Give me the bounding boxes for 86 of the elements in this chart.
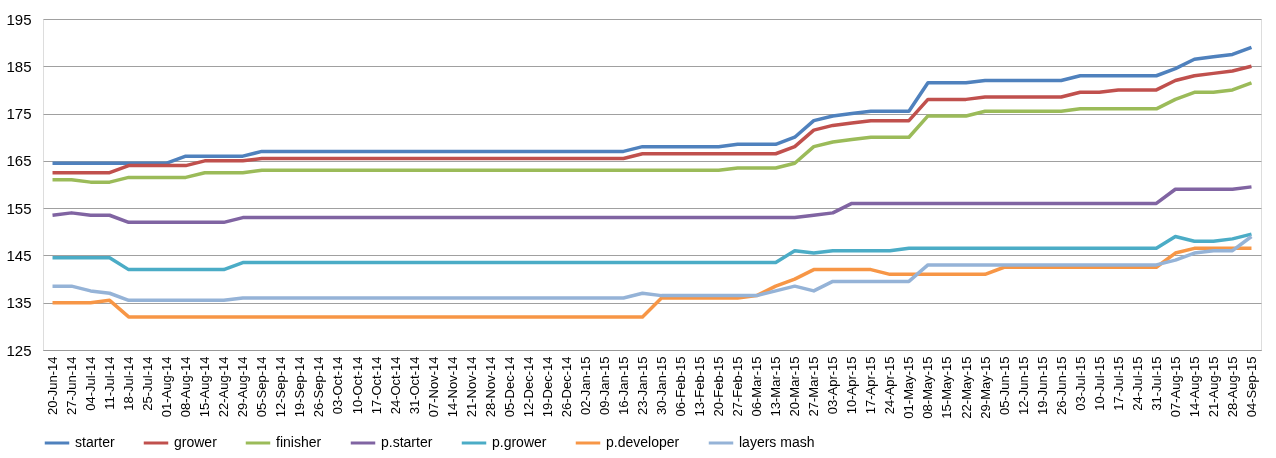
x-tick-label: 08-Aug-14 [178, 356, 194, 418]
x-tick-label: 25-Jul-14 [140, 356, 156, 411]
x-tick-label: 26-Sep-14 [311, 356, 327, 418]
x-tick-label: 30-Jan-15 [654, 356, 670, 416]
line-series [50, 45, 1254, 165]
x-tick-label: 14-Aug-15 [1186, 356, 1202, 418]
line-series [50, 232, 1254, 272]
x-tick-label: 13-Feb-15 [692, 356, 708, 417]
x-tick-label: 22-Aug-14 [216, 356, 232, 418]
x-tick-label: 12-Jun-15 [1015, 356, 1031, 416]
x-tick-label: 04-Sep-15 [1243, 356, 1259, 418]
x-tick-label: 04-Jul-14 [83, 356, 99, 411]
x-tick-label: 21-Nov-14 [463, 356, 479, 418]
x-tick-label: 26-Dec-14 [558, 356, 574, 418]
x-tick-label: 10-Apr-15 [844, 356, 860, 415]
x-tick-label: 27-Jun-14 [64, 356, 80, 416]
x-tick-label: 05-Dec-14 [501, 356, 517, 418]
x-tick-label: 07-Nov-14 [425, 356, 441, 418]
x-tick-label: 10-Oct-14 [349, 356, 365, 415]
x-tick-label: 26-Jun-15 [1053, 356, 1069, 416]
x-tick-label: 15-May-15 [939, 356, 955, 419]
x-tick-label: 11-Jul-14 [102, 356, 118, 410]
x-tick-label: 14-Nov-14 [444, 356, 460, 418]
legend-label: starter [75, 434, 116, 450]
x-tick-label: 03-Apr-15 [825, 356, 841, 415]
y-tick-label: 125 [6, 341, 32, 359]
legend-label: finisher [276, 434, 322, 450]
x-tick-label: 07-Aug-15 [1167, 356, 1183, 418]
y-tick-label: 155 [6, 199, 32, 217]
y-tick-label: 185 [6, 57, 32, 75]
legend-label: layers mash [739, 434, 815, 450]
x-tick-label: 24-Oct-14 [387, 356, 403, 415]
x-tick-label: 01-May-15 [901, 356, 917, 419]
x-tick-label: 03-Jul-15 [1072, 356, 1088, 411]
x-tick-label: 21-Aug-15 [1205, 356, 1221, 418]
x-tick-label: 31-Jul-15 [1148, 356, 1164, 411]
x-tick-label: 15-Aug-14 [197, 356, 213, 418]
y-tick-label: 145 [6, 246, 32, 264]
legend-label: p.starter [381, 434, 433, 450]
line-series [50, 234, 1254, 303]
x-tick-label: 17-Apr-15 [863, 356, 879, 415]
x-tick-label: 28-Aug-15 [1224, 356, 1240, 418]
y-tick-label: 165 [6, 152, 32, 170]
x-tick-label: 17-Oct-14 [368, 356, 384, 415]
x-tick-label: 22-May-15 [958, 356, 974, 419]
x-tick-label: 20-Mar-15 [787, 356, 803, 417]
x-tick-label: 05-Jun-15 [996, 356, 1012, 416]
line-series [50, 185, 1254, 225]
x-tick-label: 20-Jun-14 [45, 356, 61, 416]
x-tick-label: 12-Dec-14 [520, 356, 536, 418]
line-series [50, 81, 1254, 184]
x-tick-label: 27-Mar-15 [806, 356, 822, 417]
x-tick-label: 20-Feb-15 [711, 356, 727, 417]
x-tick-label: 24-Apr-15 [882, 356, 898, 415]
x-tick-label: 18-Jul-14 [121, 356, 137, 411]
x-tick-label: 27-Feb-15 [730, 356, 746, 417]
x-tick-label: 02-Jan-15 [577, 356, 593, 416]
x-tick-label: 12-Sep-14 [273, 356, 289, 418]
legend-label: grower [174, 434, 218, 450]
x-tick-label: 19-Dec-14 [539, 356, 555, 418]
x-tick-label: 19-Sep-14 [292, 356, 308, 418]
x-tick-label: 05-Sep-14 [254, 356, 270, 418]
line-series [50, 64, 1254, 175]
x-tick-label: 23-Jan-15 [634, 356, 650, 416]
x-tick-label: 09-Jan-15 [596, 356, 612, 416]
x-tick-label: 13-Mar-15 [768, 356, 784, 417]
x-tick-label: 31-Oct-14 [406, 356, 422, 415]
x-tick-label: 28-Nov-14 [482, 356, 498, 418]
line-series [50, 246, 1254, 319]
x-tick-label: 10-Jul-15 [1091, 356, 1107, 411]
x-tick-label: 03-Oct-14 [330, 356, 346, 415]
x-tick-label: 01-Aug-14 [159, 356, 175, 418]
x-tick-label: 08-May-15 [920, 356, 936, 419]
legend-label: p.grower [492, 434, 547, 450]
x-tick-label: 17-Jul-15 [1110, 356, 1126, 411]
x-tick-label: 29-Aug-14 [235, 356, 251, 418]
x-tick-label: 24-Jul-15 [1129, 356, 1145, 411]
x-tick-label: 19-Jun-15 [1034, 356, 1050, 416]
legend-label: p.developer [606, 434, 680, 450]
y-tick-label: 195 [6, 10, 32, 28]
x-tick-label: 06-Feb-15 [673, 356, 689, 417]
x-tick-label: 29-May-15 [977, 356, 993, 419]
x-tick-label: 16-Jan-15 [615, 356, 631, 416]
y-tick-label: 175 [6, 105, 32, 123]
x-tick-label: 06-Mar-15 [749, 356, 765, 417]
y-tick-label: 135 [6, 294, 32, 312]
